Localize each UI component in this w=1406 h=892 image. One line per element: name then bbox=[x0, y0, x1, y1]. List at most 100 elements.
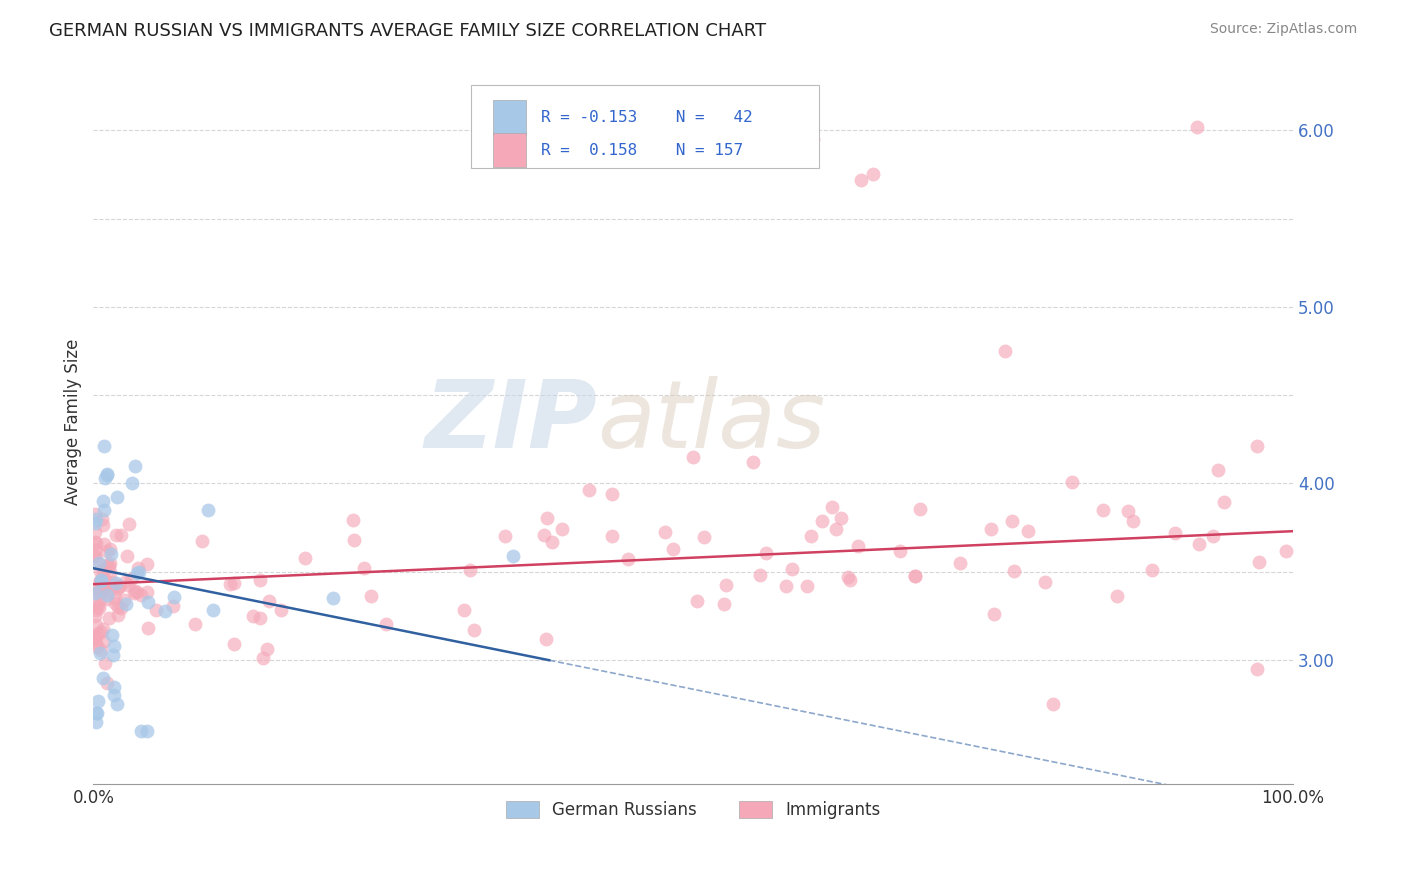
Point bbox=[127, 566, 149, 581]
Point bbox=[107, 600, 129, 615]
Point bbox=[103, 578, 125, 592]
Point bbox=[89, 574, 111, 588]
Point bbox=[1246, 439, 1268, 453]
Point bbox=[1033, 574, 1056, 589]
Point bbox=[249, 573, 271, 587]
Point bbox=[1105, 589, 1128, 603]
Point bbox=[136, 723, 159, 738]
Point bbox=[94, 579, 117, 593]
Point bbox=[93, 634, 115, 648]
Point bbox=[682, 450, 704, 464]
Point bbox=[136, 595, 159, 609]
Point bbox=[98, 556, 121, 570]
Point bbox=[97, 558, 120, 573]
Point bbox=[536, 632, 558, 647]
Point bbox=[578, 483, 600, 497]
Point bbox=[257, 594, 280, 608]
Point bbox=[94, 656, 117, 670]
Point bbox=[131, 723, 153, 738]
Point bbox=[86, 706, 108, 720]
Point bbox=[190, 534, 212, 549]
Point bbox=[107, 608, 129, 623]
Point bbox=[90, 624, 112, 639]
Point bbox=[983, 607, 1005, 621]
Point bbox=[270, 603, 292, 617]
Point bbox=[994, 344, 1017, 359]
Point bbox=[342, 513, 364, 527]
Point bbox=[91, 622, 114, 636]
Point bbox=[1060, 475, 1083, 490]
Point bbox=[800, 529, 823, 543]
Point bbox=[83, 516, 105, 530]
Point bbox=[96, 592, 118, 607]
Point bbox=[903, 569, 925, 583]
Point bbox=[1275, 543, 1298, 558]
Point bbox=[89, 646, 111, 660]
Point bbox=[86, 693, 108, 707]
Point bbox=[93, 438, 115, 452]
Point bbox=[801, 132, 824, 146]
Point bbox=[821, 500, 844, 514]
Point bbox=[96, 467, 118, 481]
Point bbox=[83, 609, 105, 624]
Point bbox=[103, 689, 125, 703]
Text: atlas: atlas bbox=[598, 376, 825, 467]
Point bbox=[96, 467, 118, 482]
Point bbox=[197, 503, 219, 517]
Point bbox=[242, 609, 264, 624]
Point bbox=[128, 565, 150, 579]
Point bbox=[494, 529, 516, 543]
Text: Source: ZipAtlas.com: Source: ZipAtlas.com bbox=[1209, 22, 1357, 37]
Point bbox=[453, 603, 475, 617]
Y-axis label: Average Family Size: Average Family Size bbox=[65, 338, 82, 505]
Point bbox=[120, 572, 142, 586]
Point bbox=[104, 576, 127, 591]
Point bbox=[125, 584, 148, 599]
Point bbox=[93, 578, 115, 592]
Point bbox=[83, 508, 105, 522]
Point bbox=[252, 651, 274, 665]
Point bbox=[980, 523, 1002, 537]
Point bbox=[910, 502, 932, 516]
Point bbox=[122, 586, 145, 600]
Point bbox=[136, 557, 159, 571]
Point bbox=[949, 556, 972, 570]
Point bbox=[89, 564, 111, 578]
Point bbox=[87, 556, 110, 570]
Point bbox=[294, 550, 316, 565]
Point bbox=[616, 551, 638, 566]
Point bbox=[1122, 515, 1144, 529]
Point bbox=[83, 629, 105, 643]
Point bbox=[110, 600, 132, 615]
Point bbox=[693, 530, 716, 544]
Point bbox=[742, 455, 765, 469]
Point bbox=[84, 599, 107, 614]
Point bbox=[84, 535, 107, 549]
Point bbox=[105, 582, 128, 597]
Point bbox=[93, 582, 115, 597]
Point bbox=[90, 573, 112, 587]
Point bbox=[91, 494, 114, 508]
Point bbox=[714, 578, 737, 592]
Point bbox=[124, 584, 146, 599]
Point bbox=[600, 528, 623, 542]
Point bbox=[830, 510, 852, 524]
Point bbox=[97, 558, 120, 572]
Point bbox=[374, 617, 396, 632]
Point bbox=[110, 527, 132, 541]
Point bbox=[1164, 525, 1187, 540]
Point bbox=[550, 522, 572, 536]
Point bbox=[94, 578, 117, 592]
Text: GERMAN RUSSIAN VS IMMIGRANTS AVERAGE FAMILY SIZE CORRELATION CHART: GERMAN RUSSIAN VS IMMIGRANTS AVERAGE FAM… bbox=[49, 22, 766, 40]
Point bbox=[904, 569, 927, 583]
Point bbox=[536, 511, 558, 525]
Point bbox=[89, 574, 111, 589]
Point bbox=[101, 648, 124, 662]
Point bbox=[202, 603, 225, 617]
Point bbox=[353, 561, 375, 575]
Point bbox=[104, 591, 127, 606]
Bar bbox=[494, 133, 526, 168]
Point bbox=[90, 643, 112, 657]
Point bbox=[105, 490, 128, 504]
Point bbox=[162, 599, 184, 613]
